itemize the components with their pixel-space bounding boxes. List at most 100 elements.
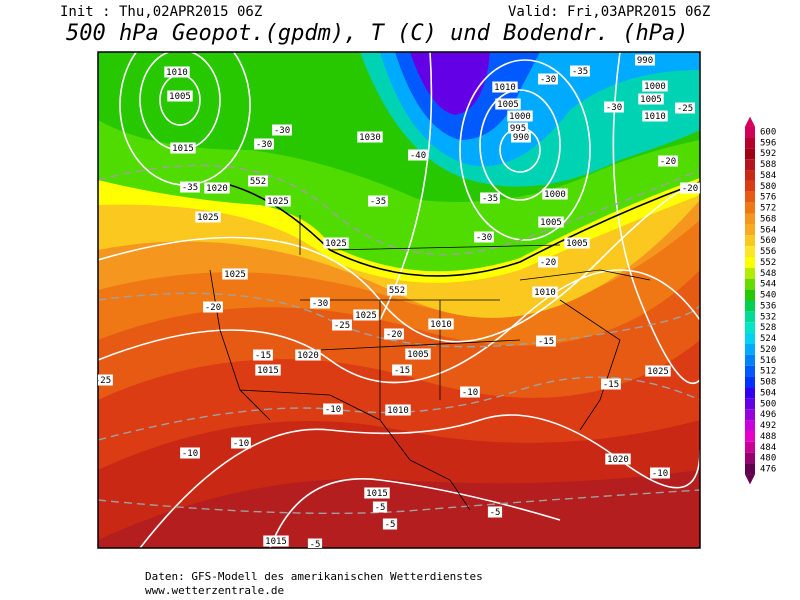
map-label: -20 (386, 330, 402, 340)
map-label: 552 (389, 286, 405, 296)
label-box (231, 437, 251, 449)
label-box (203, 301, 223, 313)
colorbar-label: 488 (760, 432, 776, 442)
isotherms (98, 164, 700, 515)
map-label: -15 (394, 366, 410, 376)
label-box (98, 374, 113, 386)
colorbar-arrow-top (745, 116, 755, 127)
map-label: -35 (482, 194, 498, 204)
colorbar-cell (745, 322, 755, 334)
colorbar-label: 568 (760, 214, 776, 224)
label-box (323, 237, 349, 249)
label-box (222, 268, 248, 280)
map-label: -10 (233, 439, 249, 449)
colorbar-cell (745, 202, 755, 214)
colorbar-label: 544 (760, 280, 776, 290)
map-label: 1005 (169, 92, 191, 102)
label-box (538, 256, 558, 268)
map-label: 1010 (430, 320, 452, 330)
map-label: -15 (255, 351, 271, 361)
footer-url: www.wetterzentrale.de (145, 584, 284, 597)
colorbar-cell (745, 148, 755, 160)
map-label: 995 (510, 124, 526, 134)
colorbar-label: 552 (760, 258, 776, 268)
colorbar-label: 532 (760, 312, 776, 322)
colorbar-cell (745, 376, 755, 388)
label-box (310, 297, 330, 309)
map-label: 1030 (359, 133, 381, 143)
label-box (474, 231, 494, 243)
label-box (542, 188, 568, 200)
label-box (508, 122, 528, 134)
label-box (538, 216, 564, 228)
map-label: 1015 (366, 489, 388, 499)
colorbar-cell (745, 159, 755, 171)
map-label: -5 (490, 508, 501, 518)
colorbar-cell (745, 213, 755, 225)
label-box (382, 518, 398, 530)
colorbar-cell (745, 354, 755, 366)
map-label: -5 (310, 540, 321, 550)
colorbar-cell (745, 191, 755, 203)
map-label: 990 (513, 133, 529, 143)
colorbar-cell (745, 430, 755, 442)
colorbar-label: 596 (760, 138, 776, 148)
map-label: -30 (312, 299, 328, 309)
band (410, 52, 490, 115)
map-label: -30 (476, 233, 492, 243)
map-label: -5 (385, 520, 396, 530)
label-box (405, 348, 431, 360)
colorbar-cell (745, 257, 755, 268)
map-label: 1025 (197, 213, 219, 223)
map-label: 1025 (224, 270, 246, 280)
colorbar-label: 476 (760, 465, 776, 475)
map-label: 1000 (644, 82, 666, 92)
map-label: 1025 (325, 239, 347, 249)
label-box (408, 149, 428, 161)
map-label: -35 (370, 197, 386, 207)
colorbar-cell (745, 365, 755, 377)
map-label: -10 (182, 449, 198, 459)
label-box (570, 65, 590, 77)
valid-time: Valid: Fri,03APR2015 06Z (508, 4, 710, 20)
colorbar-cell (745, 343, 755, 355)
map-label: 1010 (387, 406, 409, 416)
map-label: -30 (606, 103, 622, 113)
colorbar-label: 508 (760, 378, 776, 388)
colorbar-cell (745, 452, 755, 464)
colorbar-cell (745, 180, 755, 192)
map-label: -35 (182, 183, 198, 193)
map-title: 500 hPa Geopot.(gpdm), T (C) und Bodendr… (66, 21, 689, 46)
map-label: 552 (250, 177, 266, 187)
colorbar-label: 492 (760, 421, 776, 431)
label-box (495, 98, 521, 110)
colorbar-cell (745, 441, 755, 453)
map-label: 1005 (566, 239, 588, 249)
label-box (507, 110, 533, 122)
label-box (538, 73, 558, 85)
label-box (536, 335, 556, 347)
label-box (650, 467, 670, 479)
colorbar-label: 580 (760, 182, 776, 192)
colorbar-label: 500 (760, 399, 776, 409)
colorbar-label: 576 (760, 193, 776, 203)
label-box (601, 378, 621, 390)
colorbar-cell (745, 333, 755, 344)
label-box (480, 192, 500, 204)
map-label: 1010 (166, 68, 188, 78)
map-label: -10 (325, 405, 341, 415)
map-label: -10 (462, 388, 478, 398)
map-label: -25 (334, 321, 350, 331)
colorbar-label: 556 (760, 247, 776, 257)
map-label: 1025 (647, 367, 669, 377)
label-box (180, 447, 200, 459)
label-box (564, 237, 590, 249)
colorbar-label: 484 (760, 443, 776, 453)
colorbar-label: 560 (760, 236, 776, 246)
map-label: -30 (274, 126, 290, 136)
map-label: 1000 (509, 112, 531, 122)
map-labels: 1010 1005 1015 1020 1025 1025 1025 1025 1030 1010… (98, 54, 700, 550)
label-box (353, 309, 379, 321)
map-label: -15 (603, 380, 619, 390)
